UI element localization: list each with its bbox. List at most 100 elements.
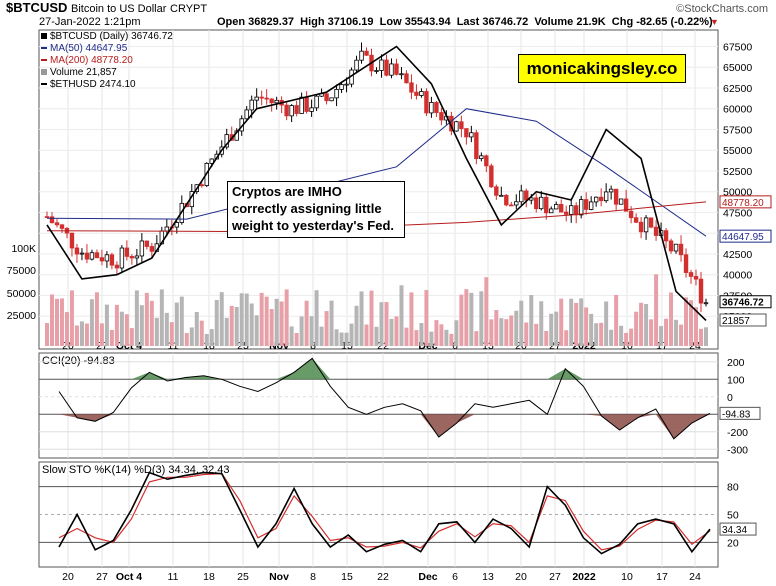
volume-tick-label: 75000: [7, 265, 36, 277]
candle-body: [663, 230, 669, 242]
x-tick-label: 17: [656, 571, 668, 583]
volume-bar: [434, 320, 439, 346]
volume-bar: [74, 325, 79, 346]
candle-body: [314, 95, 319, 109]
volume-bar: [564, 330, 569, 346]
volume-bar: [514, 310, 519, 346]
volume-bar: [474, 331, 479, 346]
candle-body: [633, 217, 639, 223]
volume-bar: [579, 298, 584, 346]
price-badge-label: 36746.72: [722, 298, 764, 309]
candle-body: [354, 59, 359, 71]
volume-bar: [604, 301, 609, 346]
volume-bar: [174, 302, 179, 346]
x-tick-label: Dec: [418, 571, 437, 583]
candle-body: [618, 198, 624, 205]
volume-bar: [139, 305, 144, 346]
candle-body: [613, 188, 619, 205]
volume-bar: [49, 294, 54, 346]
y-tick-label: 62500: [723, 83, 752, 95]
volume-bar: [364, 324, 369, 346]
y-tick-label: 65000: [723, 62, 752, 74]
candle-body: [334, 89, 339, 99]
volume-bar: [574, 302, 579, 346]
candle-body: [329, 97, 334, 102]
candle-body: [678, 243, 684, 256]
candle-body: [544, 196, 549, 214]
ma50-line: [46, 108, 707, 237]
volume-bar: [54, 298, 59, 346]
x-tick-label: 25: [237, 571, 249, 583]
volume-bar: [104, 304, 109, 346]
volume-bar: [464, 289, 469, 346]
candle-body: [119, 247, 125, 269]
candle-body: [284, 104, 289, 117]
candle-body: [603, 191, 609, 202]
candle-body: [69, 232, 75, 249]
chart-datetime: 27-Jan-2022 1:21pm: [39, 16, 141, 28]
candle-body: [673, 243, 679, 252]
volume-bar: [329, 300, 334, 346]
volume-bar: [134, 290, 139, 346]
volume-bar: [309, 316, 314, 346]
candle-body: [299, 96, 304, 114]
candle-body: [104, 254, 110, 262]
candle-body: [309, 107, 314, 112]
volume-bar: [449, 333, 454, 346]
volume-bar: [144, 292, 149, 346]
candle-body: [134, 255, 140, 259]
y-tick-label: 40000: [723, 270, 752, 282]
volume-bar: [424, 290, 429, 346]
candle-body: [474, 132, 479, 160]
candle-body: [549, 208, 554, 214]
volume-bar: [314, 290, 319, 346]
volume-bar: [179, 296, 184, 346]
volume-bar: [384, 302, 389, 346]
volume-bar: [389, 318, 394, 346]
y-tick-label: 57500: [723, 124, 752, 136]
panel-frame: [38, 352, 719, 459]
legend-swatch: [41, 69, 47, 75]
candle-body: [404, 73, 409, 84]
candle-body: [698, 278, 704, 304]
volume-bar: [484, 277, 489, 346]
candle-body: [264, 97, 269, 100]
volume-bar: [659, 326, 664, 346]
candle-body: [99, 257, 105, 262]
sto-k-line: [58, 471, 711, 555]
candle-body: [434, 102, 439, 113]
volume-bar: [479, 291, 484, 346]
volume-bar: [519, 300, 524, 346]
x-tick-label: 27: [96, 571, 108, 583]
volume-tick-label: 25000: [7, 310, 36, 322]
candle-body: [588, 201, 594, 210]
volume-bar: [639, 302, 644, 346]
sto-badge: [719, 522, 757, 536]
volume-bar: [234, 306, 239, 346]
volume-bar: [699, 328, 704, 346]
cci-badge-label: -94.83: [722, 409, 751, 420]
volume-bar: [614, 294, 619, 346]
x-tick-label: 8: [310, 571, 316, 583]
volume-bar: [619, 325, 624, 346]
symbol-name: Bitcoin to US Dollar: [71, 3, 167, 15]
candle-body: [439, 112, 444, 121]
volume-bar: [529, 295, 534, 346]
volume-bar: [559, 298, 564, 346]
volume-bar: [94, 292, 99, 346]
volume-bar: [119, 311, 124, 346]
volume-bar: [594, 323, 599, 346]
candle-body: [74, 247, 80, 255]
volume-bar: [454, 320, 459, 346]
volume-bar: [694, 307, 699, 346]
y-tick-label: 60000: [723, 104, 752, 116]
cci-tick-label: 100: [727, 374, 745, 386]
volume-bar: [264, 296, 269, 346]
price-stats: Open 36829.37 High 37106.19 Low 35543.94…: [217, 16, 713, 28]
brand-credit: ©StockCharts.com: [676, 3, 768, 15]
volume-bar: [59, 298, 64, 346]
candle-body: [199, 184, 204, 187]
price-badge-label: 48778.20: [722, 198, 764, 209]
y-tick-label: 47500: [723, 207, 752, 219]
volume-bar: [109, 329, 114, 346]
